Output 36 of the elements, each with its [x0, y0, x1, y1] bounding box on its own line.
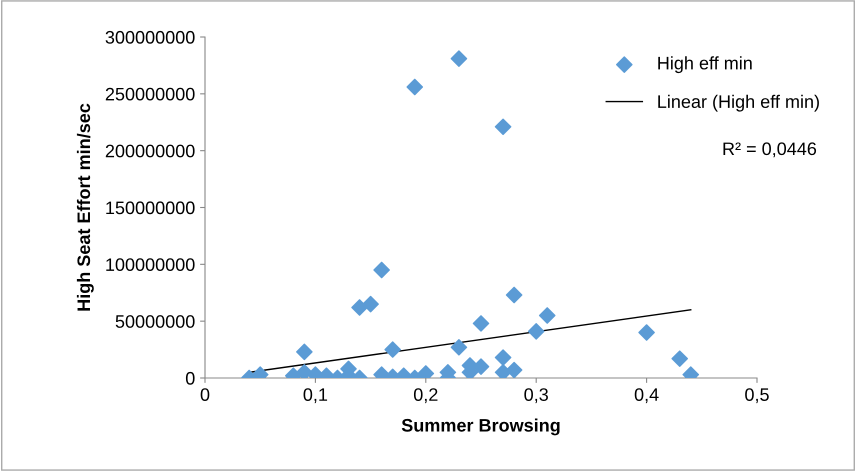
x-tick-label: 0,3: [524, 388, 548, 404]
point: [538, 307, 556, 324]
y-tick-label: 200000000: [106, 144, 195, 158]
point: [351, 299, 368, 316]
x-tick-label: 0: [200, 388, 210, 401]
point: [450, 339, 468, 356]
y-tick-label: 100000000: [106, 258, 195, 272]
x-tick-label: 0,2: [414, 388, 438, 404]
point: [450, 50, 468, 67]
x-tick-label: 0,5: [745, 388, 769, 404]
y-tick-label: 300000000: [106, 30, 195, 44]
point: [296, 364, 313, 378]
y-tick-label: 250000000: [106, 88, 195, 101]
point: [384, 341, 401, 358]
point: [506, 286, 522, 304]
annotation: R² = 0,0446: [723, 142, 816, 158]
legend-label: Linear (High eff min): [658, 94, 819, 112]
x-axis-title: Summer Browsing: [402, 418, 560, 436]
y-axis-title: High Seat Effort min/sec: [76, 104, 94, 311]
y-tick-label: 50000000: [116, 315, 195, 328]
point: [494, 118, 512, 136]
x-tick-label: 0,4: [634, 388, 659, 404]
point: [528, 323, 544, 340]
point: [406, 78, 424, 96]
point: [506, 362, 522, 378]
point: [472, 315, 490, 332]
point: [296, 344, 313, 360]
y-tick-label: 150000000: [106, 201, 195, 214]
point: [362, 296, 379, 312]
legend-label: High eff min: [658, 56, 752, 74]
point: [373, 262, 390, 278]
point: [638, 324, 655, 341]
point: [671, 350, 688, 367]
x-tick-label: 0,1: [304, 388, 328, 404]
y-tick-label: 0: [186, 372, 195, 385]
point: [494, 349, 512, 366]
